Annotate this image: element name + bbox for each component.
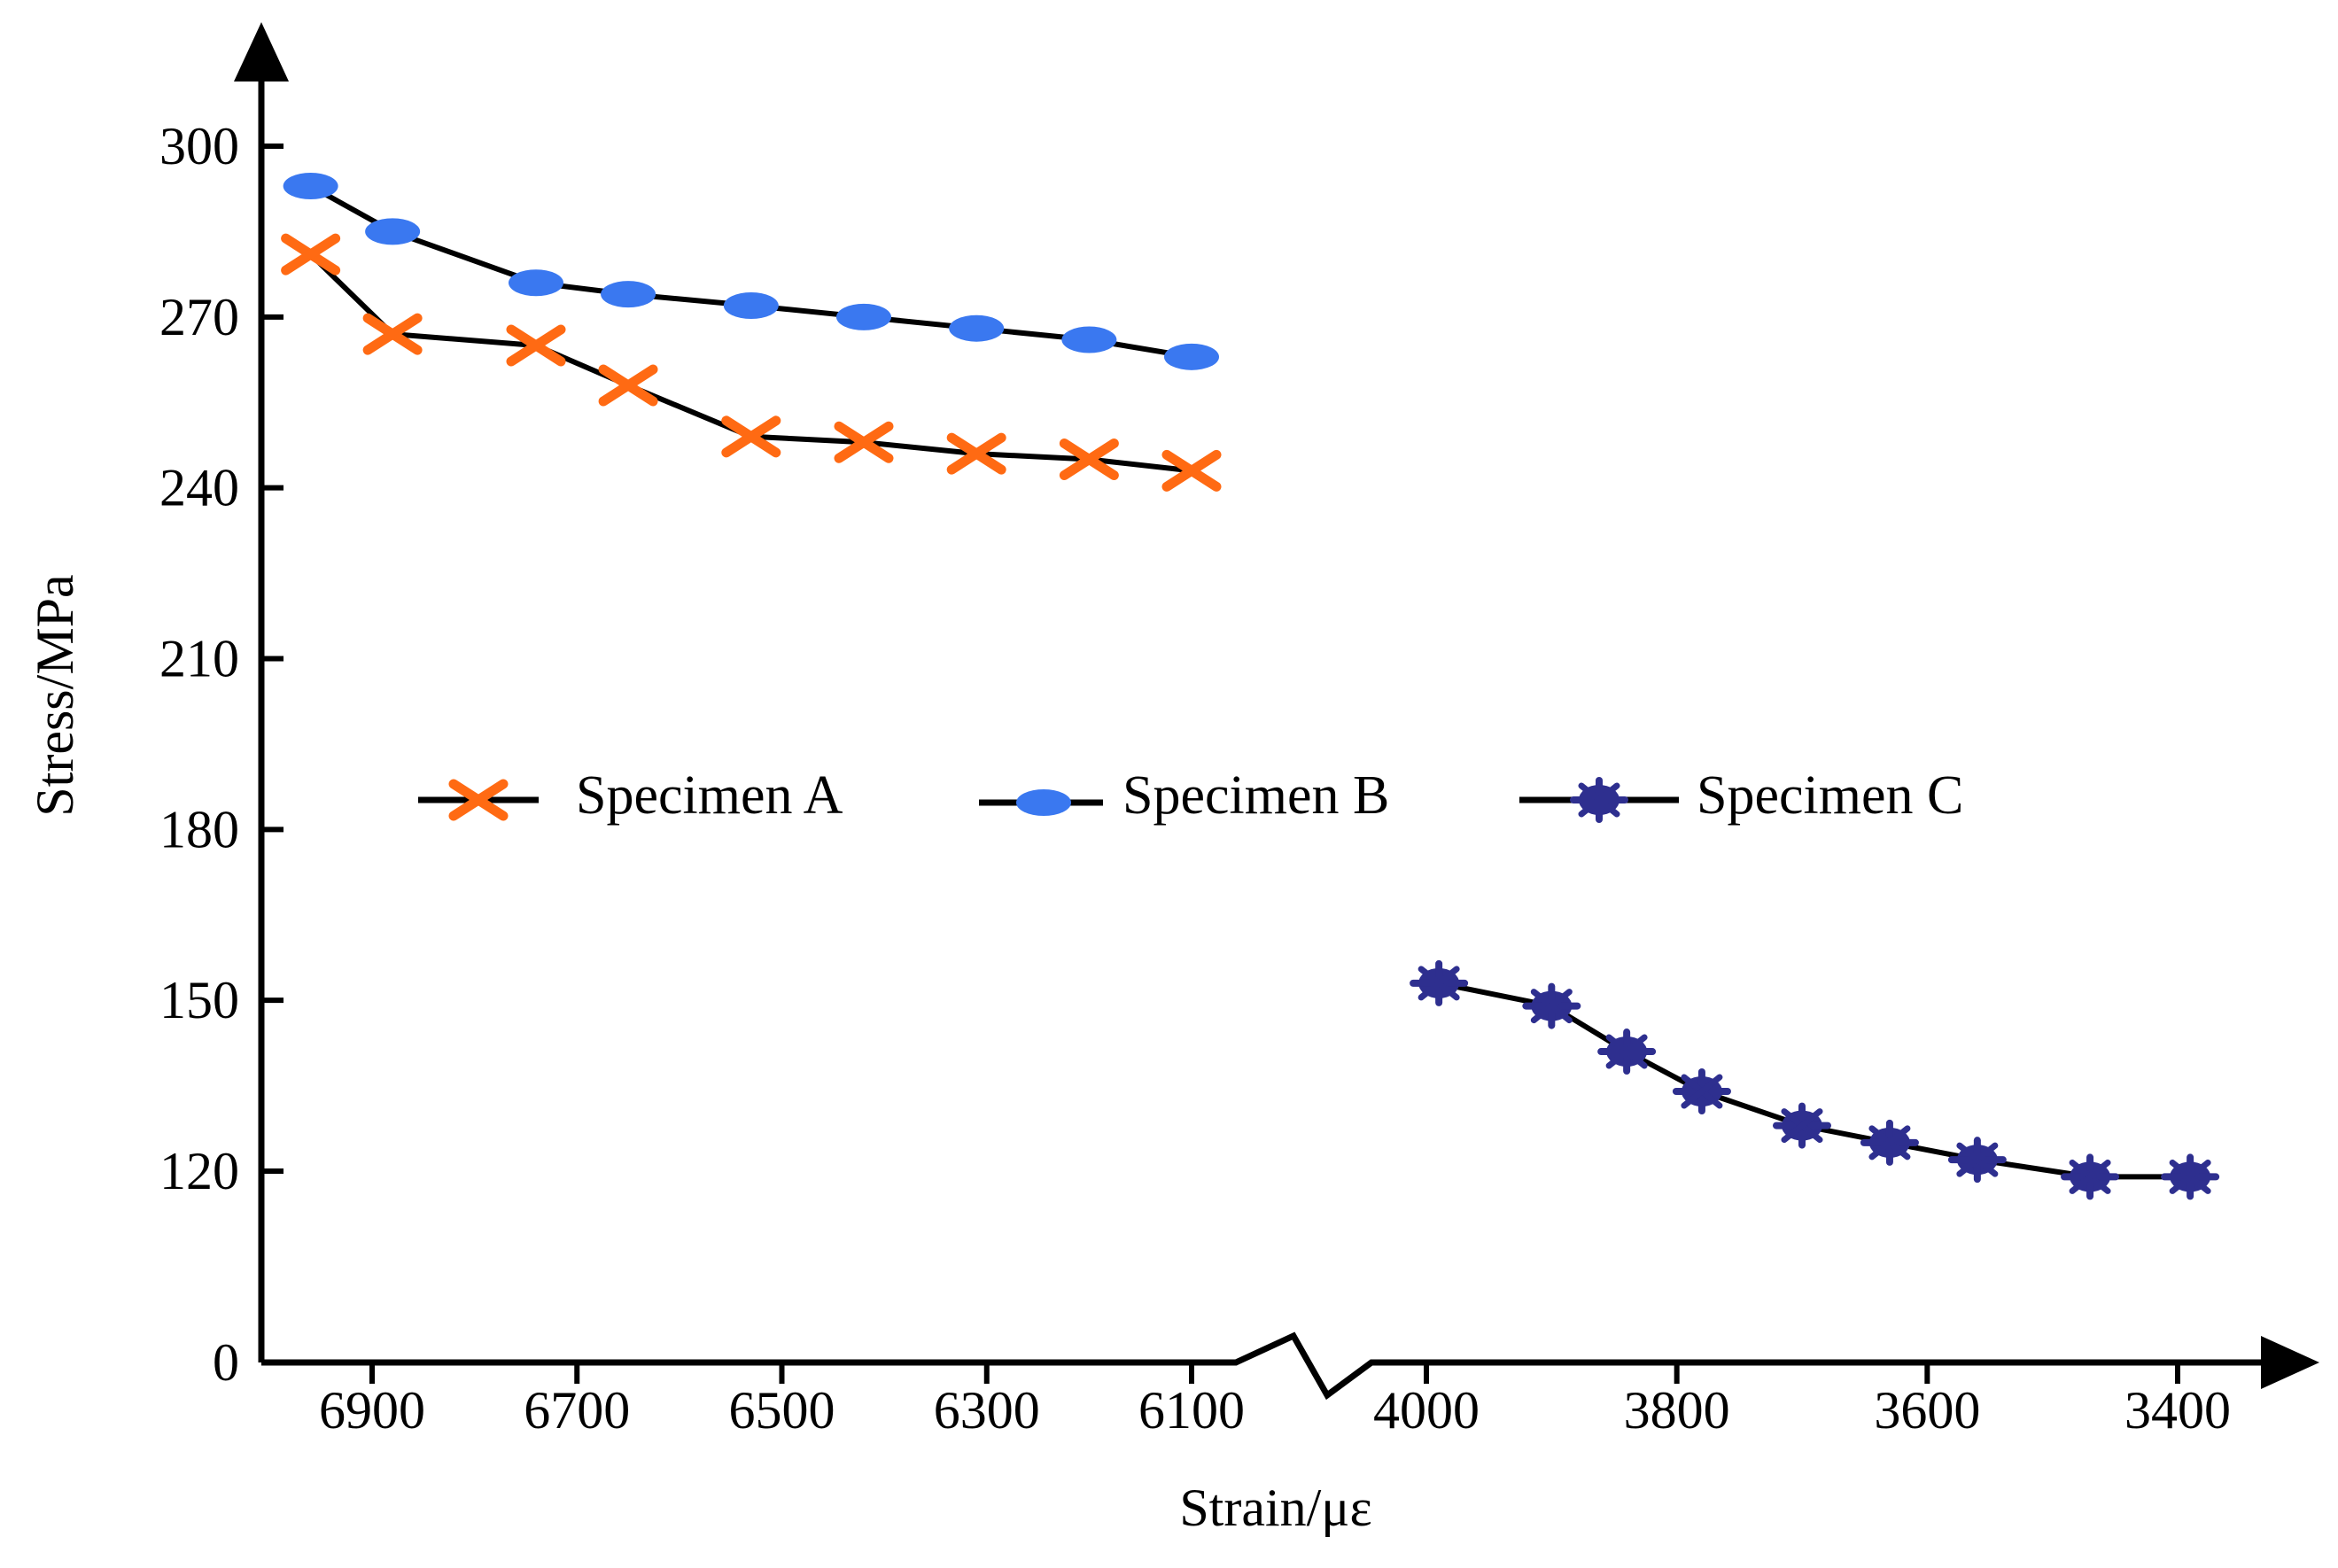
data-point-specimen-b — [723, 291, 779, 319]
legend-symbol-specimen-b — [1016, 789, 1071, 816]
data-point-specimen-a — [1059, 439, 1119, 481]
y-ticks: 0 120 150 180 210 240 270 300 — [159, 117, 284, 1392]
y-tick-label: 150 — [159, 971, 239, 1029]
legend-symbol-specimen-a — [448, 779, 509, 821]
y-axis-title: Stress/MPa — [26, 574, 84, 816]
x-tick-label: 3400 — [2124, 1381, 2231, 1440]
data-point-specimen-c — [1773, 1102, 1831, 1149]
y-tick-label: 210 — [159, 630, 239, 688]
y-tick-label: 120 — [159, 1142, 239, 1200]
data-point-specimen-b — [509, 269, 563, 297]
data-point-specimen-a — [721, 415, 781, 458]
legend-entry-specimen-b: Specimen B — [979, 765, 1389, 826]
data-point-specimen-c — [1597, 1029, 1657, 1075]
series-layer — [281, 172, 2220, 1200]
x-tick-label: 3800 — [1624, 1381, 1730, 1440]
x-tick-label: 6100 — [1138, 1381, 1245, 1440]
legend-marker-specimen-b — [1016, 789, 1071, 816]
y-tick-label: 270 — [159, 288, 239, 346]
x-tick-label: 4000 — [1373, 1381, 1480, 1440]
legend-label-specimen-c: Specimen C — [1697, 765, 1963, 826]
x-axis-with-break — [261, 1331, 2277, 1401]
x-tick-label: 6300 — [934, 1381, 1040, 1440]
data-point-specimen-b — [365, 218, 421, 245]
data-point-specimen-a — [506, 324, 566, 367]
data-point-specimen-c — [1672, 1068, 1731, 1115]
data-point-specimen-b — [1061, 326, 1117, 353]
legend-entry-specimen-a: Specimen A — [418, 765, 843, 826]
data-point-specimen-a — [946, 432, 1006, 475]
data-point-specimen-a — [281, 233, 341, 276]
y-axis-arrowhead — [234, 22, 289, 82]
data-point-specimen-b — [601, 281, 656, 308]
y-tick-label: 180 — [159, 800, 239, 858]
x-tick-label: 3600 — [1874, 1381, 1980, 1440]
x-axis-arrowhead — [2261, 1336, 2319, 1389]
legend-marker-specimen-c — [1570, 777, 1628, 823]
data-point-specimen-b — [949, 314, 1005, 342]
legend-symbol-specimen-c — [1570, 777, 1628, 823]
data-point-specimen-c — [1860, 1119, 1919, 1166]
x-tick-label: 6700 — [524, 1381, 630, 1440]
data-point-specimen-a — [598, 364, 658, 407]
x-axis-title: Strain/με — [1179, 1479, 1371, 1537]
data-point-specimen-c — [2061, 1153, 2120, 1200]
series-line-specimen-b — [309, 183, 1192, 360]
data-point-specimen-c — [1947, 1137, 2007, 1184]
legend-label-specimen-a: Specimen A — [576, 765, 843, 826]
legend-entry-specimen-c: Specimen C — [1519, 765, 1963, 826]
data-point-specimen-b — [283, 172, 338, 199]
data-point-specimen-b — [836, 303, 891, 330]
data-point-specimen-a — [1161, 449, 1222, 492]
data-point-specimen-c — [2161, 1153, 2220, 1200]
legend: Specimen A Specimen B Specimen C — [418, 765, 1963, 826]
data-point-specimen-c — [1522, 982, 1581, 1029]
data-point-specimen-c — [1410, 959, 1469, 1006]
y-tick-label: 240 — [159, 459, 239, 517]
legend-label-specimen-b: Specimen B — [1122, 765, 1389, 826]
data-point-specimen-a — [834, 421, 894, 463]
legend-marker-specimen-a — [448, 779, 509, 821]
x-ticks: 6900 6700 6500 6300 6100 4000 3800 3600 3400 — [319, 1362, 2231, 1440]
data-point-specimen-b — [1164, 343, 1219, 370]
data-point-specimen-a — [362, 313, 423, 355]
x-tick-label: 6500 — [729, 1381, 835, 1440]
axes — [234, 22, 2319, 1401]
y-tick-label: 300 — [159, 117, 239, 175]
y-tick-label: 0 — [213, 1333, 239, 1392]
x-tick-label: 6900 — [319, 1381, 425, 1440]
